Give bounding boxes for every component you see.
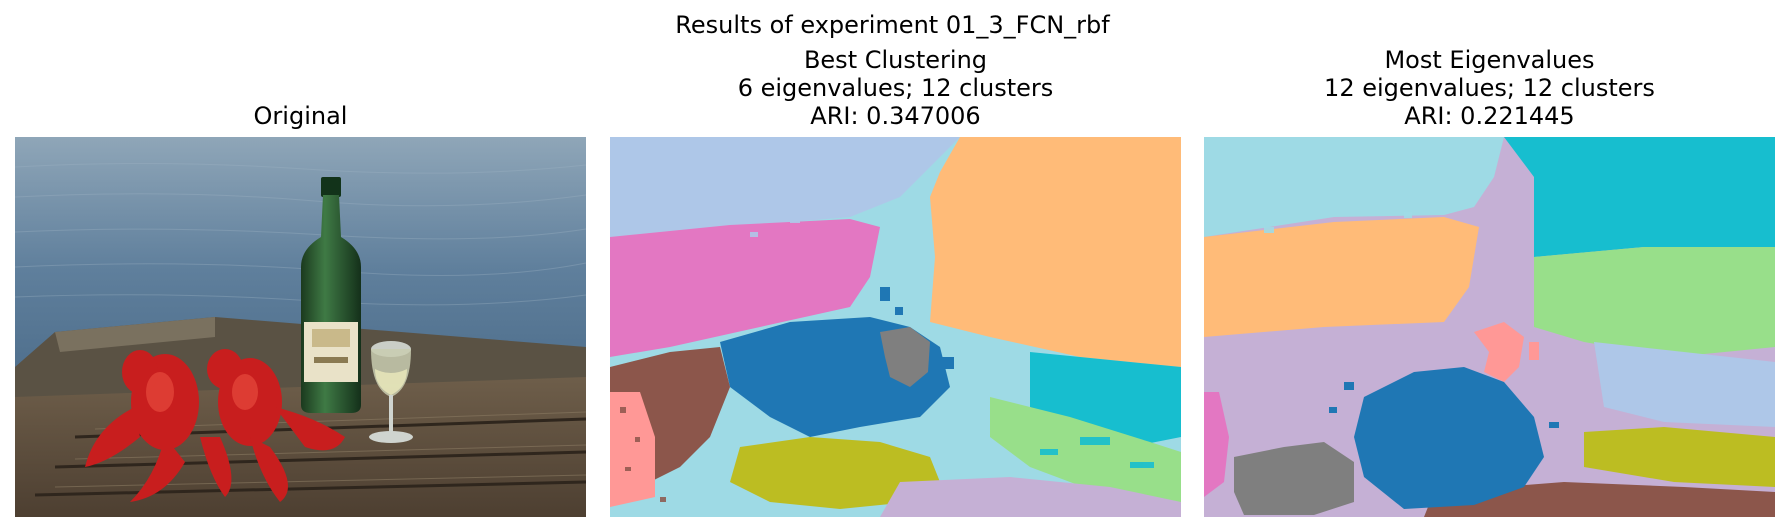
- panel-best-clustering: Best Clustering 6 eigenvalues; 12 cluste…: [610, 0, 1181, 532]
- panel-title-line: Original: [253, 102, 348, 130]
- original-photo: [15, 137, 586, 517]
- panel-title-line: ARI: 0.221445: [1404, 102, 1575, 130]
- panel-title-original: Original: [15, 102, 586, 130]
- panel-title-line: ARI: 0.347006: [810, 102, 981, 130]
- panel-title-line: Most Eigenvalues: [1384, 46, 1595, 74]
- panel-title-best-clustering: Best Clustering 6 eigenvalues; 12 cluste…: [610, 46, 1181, 130]
- panel-title-line: 12 eigenvalues; 12 clusters: [1324, 74, 1655, 102]
- panel-title-most-eigenvalues: Most Eigenvalues 12 eigenvalues; 12 clus…: [1204, 46, 1775, 130]
- segmentation-map-best: [610, 137, 1181, 517]
- panel-most-eigenvalues: Most Eigenvalues 12 eigenvalues; 12 clus…: [1204, 0, 1775, 532]
- segmentation-map-most: [1204, 137, 1775, 517]
- panel-title-line: 6 eigenvalues; 12 clusters: [737, 74, 1054, 102]
- panel-original: Original: [15, 0, 586, 532]
- panel-title-line: Best Clustering: [803, 46, 988, 74]
- figure-suptitle: Results of experiment 01_3_FCN_rbf: [675, 11, 1110, 39]
